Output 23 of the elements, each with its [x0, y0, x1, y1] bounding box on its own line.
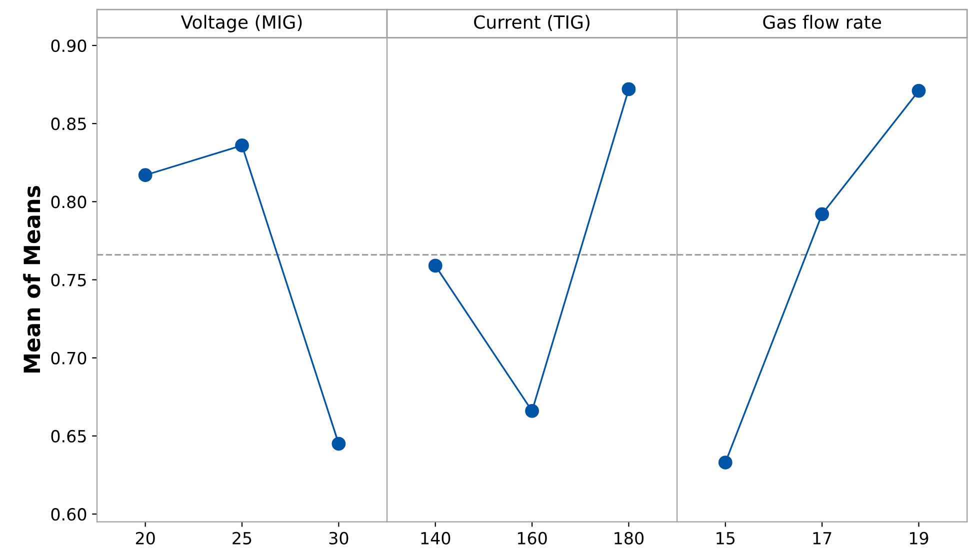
y-tick-label: 0.70	[51, 352, 86, 364]
y-tick-label: 0.90	[51, 39, 86, 52]
chart-title: Current (TIG)	[474, 14, 590, 31]
x-tick-label: 20	[136, 532, 155, 544]
y-tick-label: 0.85	[51, 118, 86, 130]
x-tick-label: 17	[813, 532, 832, 544]
x-tick-label: 30	[329, 532, 348, 544]
point	[138, 168, 152, 182]
y-tick-label: 0.60	[51, 508, 86, 521]
y-tick-label: 0.65	[51, 430, 86, 443]
chart-title: Gas flow rate	[763, 14, 882, 29]
x-tick-label: 180	[614, 532, 644, 544]
x-tick-label: 140	[421, 532, 450, 544]
point	[235, 138, 249, 152]
y-tick-label: 0.80	[51, 196, 86, 208]
chart-title: Voltage (MIG)	[180, 14, 302, 32]
point	[332, 436, 346, 451]
x-tick-label: 15	[716, 532, 735, 544]
x-tick-label: 25	[232, 532, 252, 544]
x-tick-label: 19	[910, 532, 928, 544]
x-tick-label: 160	[518, 532, 547, 544]
y-tick-label: 0.75	[51, 274, 86, 286]
y-axis-title: Mean of Means	[23, 186, 40, 373]
